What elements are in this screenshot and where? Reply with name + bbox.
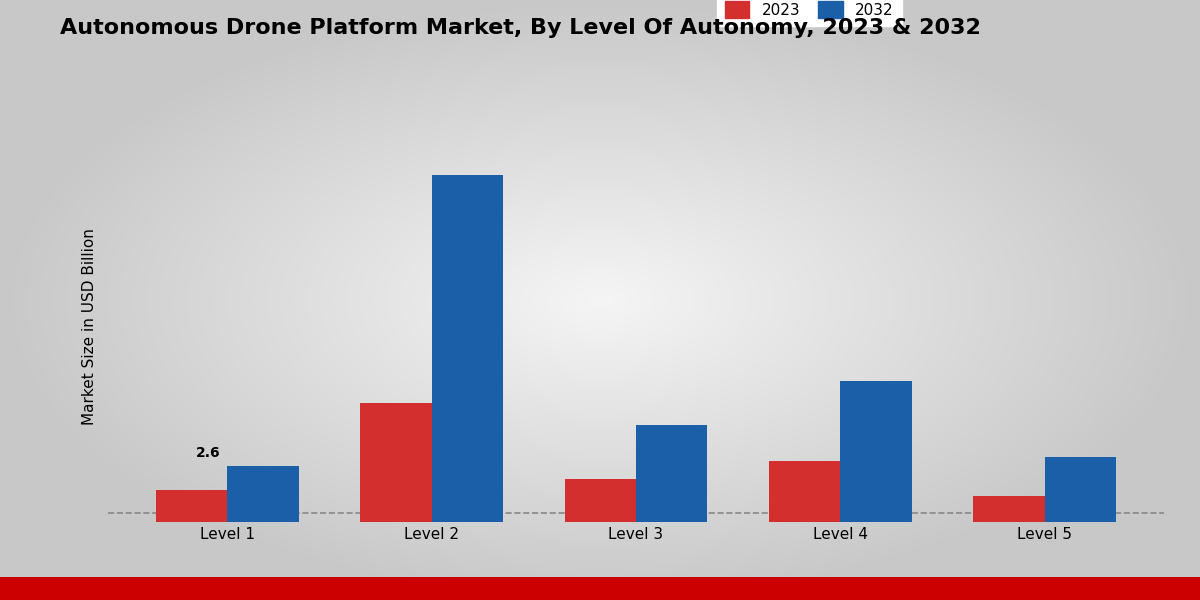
Text: Autonomous Drone Platform Market, By Level Of Autonomy, 2023 & 2032: Autonomous Drone Platform Market, By Lev… <box>60 18 980 38</box>
Bar <box>564 479 636 522</box>
Bar <box>360 403 432 522</box>
Bar <box>636 425 708 522</box>
Bar <box>156 490 228 522</box>
Bar <box>973 496 1044 522</box>
Bar <box>432 175 503 522</box>
Y-axis label: Market Size in USD Billion: Market Size in USD Billion <box>82 229 97 425</box>
Bar <box>769 461 840 522</box>
Bar <box>228 466 299 522</box>
Legend: 2023, 2032: 2023, 2032 <box>715 0 902 28</box>
Bar <box>840 381 912 522</box>
Bar <box>1044 457 1116 522</box>
Text: 2.6: 2.6 <box>196 446 221 460</box>
